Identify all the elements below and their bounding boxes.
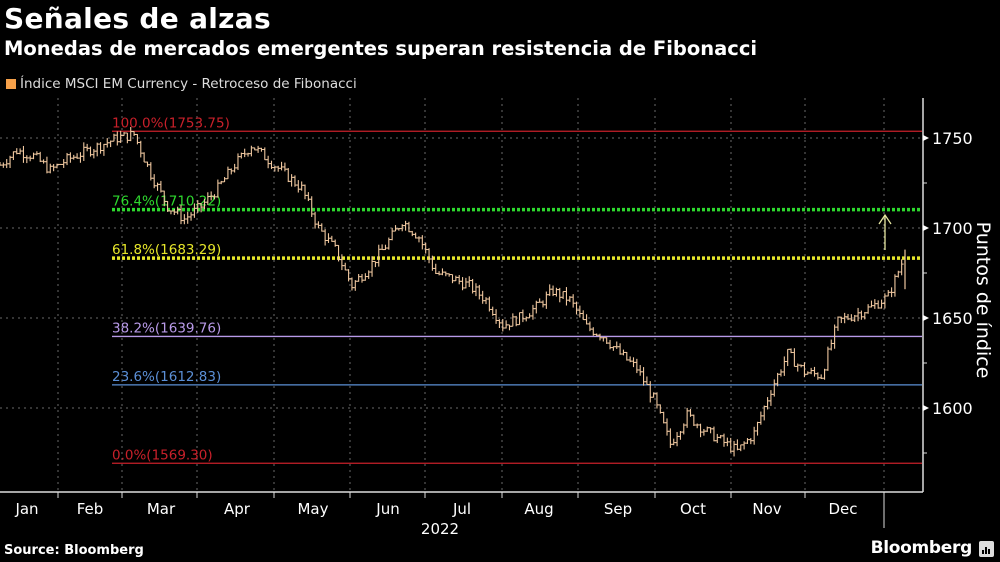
- x-tick-label: Mar: [147, 500, 176, 518]
- x-tick-label: Feb: [77, 500, 104, 518]
- fibonacci-levels: 100.0%(1753.75)76.4%(1710.22)61.8%(1683.…: [112, 115, 922, 464]
- x-axis-year-label: 2022: [421, 520, 459, 538]
- fib-level-label: 61.8%(1683.29): [112, 242, 221, 258]
- fib-level-label: 23.6%(1612.83): [112, 369, 221, 385]
- x-tick-label: Jun: [375, 500, 399, 518]
- x-tick-label: Jan: [14, 500, 38, 518]
- bloomberg-terminal-icon: [979, 541, 994, 557]
- fib-level-label: 0.0%(1569.30): [112, 447, 213, 463]
- y-tick-label: 1650: [932, 309, 973, 328]
- fib-level-label: 100.0%(1753.75): [112, 115, 230, 131]
- x-tick-label: Sep: [604, 500, 632, 518]
- y-tick-label: 1600: [932, 399, 973, 418]
- brand-logo: Bloomberg: [870, 538, 973, 558]
- legend: Índice MSCI EM Currency - Retroceso de F…: [6, 76, 357, 92]
- y-tick-label: 1700: [932, 219, 973, 238]
- x-tick-label: May: [297, 500, 328, 518]
- x-tick-label: Dec: [828, 500, 857, 518]
- price-series: [0, 126, 906, 457]
- gridlines: [0, 98, 922, 492]
- chart-title: Señales de alzas: [4, 2, 271, 35]
- x-tick-label: Aug: [524, 500, 553, 518]
- legend-swatch-icon: [6, 79, 16, 89]
- up-arrow-icon: [878, 213, 892, 250]
- x-tick-label: Nov: [752, 500, 781, 518]
- y-axis-label: Puntos de índice: [972, 222, 994, 379]
- y-tick-label: 1750: [932, 129, 973, 148]
- chart-subtitle: Monedas de mercados emergentes superan r…: [4, 37, 758, 60]
- legend-label: Índice MSCI EM Currency - Retroceso de F…: [20, 76, 357, 92]
- x-tick-label: Oct: [680, 500, 706, 518]
- fib-level-label: 38.2%(1639.76): [112, 320, 221, 336]
- x-tick-label: Apr: [224, 500, 251, 518]
- x-tick-label: Jul: [452, 500, 471, 518]
- source-note: Source: Bloomberg: [4, 543, 144, 558]
- axes: 1600 1650 1700 1750 Puntos de índice Jan Feb Ma…: [0, 98, 994, 538]
